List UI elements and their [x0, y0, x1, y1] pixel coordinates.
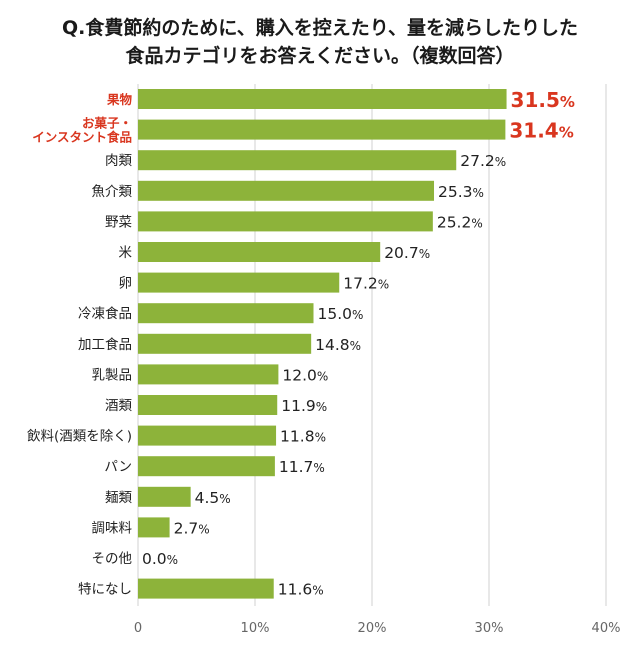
bar	[138, 303, 314, 324]
category-label: 米	[119, 245, 133, 261]
data-label: 31.4%	[509, 119, 573, 143]
chart-title-line-1: Q.食費節約のために、購入を控えたり、量を減らしたりした	[61, 17, 579, 39]
data-label: 27.2%	[460, 152, 506, 170]
unit-label: %	[167, 553, 178, 567]
bar	[138, 242, 381, 262]
bar	[138, 272, 340, 293]
unit-label: %	[471, 216, 482, 230]
data-label: 31.5%	[511, 88, 575, 112]
data-label: 17.2%	[343, 275, 389, 293]
bar	[138, 395, 278, 415]
data-label: 11.9%	[281, 397, 327, 415]
data-label: 0.0%	[142, 550, 178, 568]
chart-title: Q.食費節約のために、購入を控えたり、量を減らしたりした 食品カテゴリをお答えく…	[0, 14, 640, 70]
unit-label: %	[378, 278, 389, 292]
bar	[138, 578, 274, 599]
unit-label: %	[315, 431, 326, 445]
category-label: インスタント食品	[32, 130, 132, 145]
data-label: 11.8%	[280, 428, 326, 446]
category-label: 酒類	[105, 398, 132, 414]
category-label: 加工食品	[78, 336, 132, 353]
category-label: 麺類	[105, 490, 132, 506]
x-tick-label: 10%	[241, 621, 270, 636]
category-label: 魚介類	[92, 184, 133, 200]
data-label: 14.8%	[315, 336, 361, 354]
data-label: 11.6%	[278, 581, 324, 599]
data-label: 11.7%	[279, 458, 325, 476]
x-tick-label: 40%	[592, 621, 621, 636]
unit-label: %	[559, 124, 574, 142]
category-label: 肉類	[105, 153, 132, 169]
unit-label: %	[419, 247, 430, 261]
unit-label: %	[316, 400, 327, 414]
data-label: 12.0%	[282, 366, 328, 384]
unit-label: %	[313, 461, 324, 475]
chart-title-line-2: 食品カテゴリをお答えください。（複数回答）	[125, 45, 515, 67]
x-tick-label: 0	[134, 621, 142, 636]
category-label: 特になし	[78, 582, 132, 598]
x-tick-label: 20%	[358, 621, 387, 636]
data-label: 25.3%	[438, 183, 484, 201]
bar	[138, 119, 506, 140]
bar	[138, 211, 433, 232]
unit-label: %	[352, 308, 363, 322]
data-label: 15.0%	[318, 305, 364, 323]
unit-label: %	[317, 369, 328, 383]
bar	[138, 486, 191, 507]
category-label: パン	[104, 459, 132, 475]
category-label: 飲料(酒類を除く)	[27, 429, 132, 445]
bar	[138, 180, 435, 201]
bar	[138, 333, 312, 354]
bar	[138, 456, 275, 477]
category-label: お菓子・	[82, 116, 132, 131]
bar	[138, 89, 507, 109]
unit-label: %	[198, 522, 209, 536]
unit-label: %	[560, 93, 575, 111]
unit-label: %	[495, 155, 506, 169]
bar	[138, 150, 457, 171]
category-label: 野菜	[105, 214, 132, 230]
category-label: 調味料	[92, 520, 133, 536]
unit-label: %	[219, 492, 230, 506]
category-label: 冷凍食品	[78, 305, 132, 322]
category-label: 乳製品	[92, 367, 133, 383]
data-label: 20.7%	[384, 244, 430, 262]
bar	[138, 517, 170, 538]
data-label: 2.7%	[174, 519, 210, 537]
x-tick-label: 30%	[475, 621, 504, 636]
bar	[138, 364, 279, 385]
category-label: 果物	[106, 92, 133, 107]
unit-label: %	[473, 186, 484, 200]
category-label: 卵	[119, 276, 133, 292]
unit-label: %	[350, 339, 361, 353]
category-label: その他	[92, 551, 133, 567]
data-label: 4.5%	[195, 489, 231, 507]
data-label: 25.2%	[437, 213, 483, 231]
bar	[138, 425, 277, 446]
unit-label: %	[312, 584, 323, 598]
